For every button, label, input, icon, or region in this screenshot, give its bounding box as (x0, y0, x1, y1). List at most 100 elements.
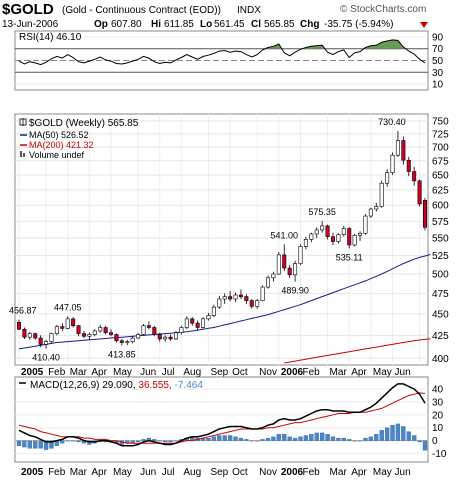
macd-histogram-bar (390, 425, 395, 441)
macd-histogram-bar (227, 435, 233, 441)
macd-legend-text: MACD(12,26,9) 29.090, 36.555, -7.464 (30, 380, 203, 391)
candle-body (255, 300, 260, 307)
macd-histogram-bar (206, 437, 211, 441)
macd-histogram-bar (303, 435, 309, 441)
candle-body (358, 232, 363, 236)
macd-histogram-bar (292, 437, 298, 441)
price-legend: $GOLD (Weekly) 565.85 MA(50) 526.52 MA(2… (19, 118, 139, 160)
x-axis-label-upper: Feb (302, 367, 320, 378)
x-axis-label-upper: Mar (330, 367, 348, 378)
macd-histogram-bar (238, 437, 244, 441)
candle-body (92, 330, 97, 335)
candle-body (76, 325, 81, 334)
x-axis-label-lower: 2006 (281, 467, 304, 478)
candle-body (330, 236, 335, 242)
candle-body (363, 215, 368, 234)
macd-histogram-bar (412, 435, 417, 441)
price-tick-label: 725 (432, 129, 449, 140)
macd-histogram-bar (265, 437, 271, 441)
macd-histogram-bar (287, 436, 292, 441)
price-annotation: 730.40 (378, 117, 406, 127)
candle-body (303, 239, 308, 247)
macd-histogram-bar (314, 432, 319, 441)
candle-body (217, 298, 222, 308)
macd-histogram-bar (141, 439, 146, 441)
rsi-overbought-fill (302, 45, 325, 49)
x-axis-label-lower: Jun (140, 467, 156, 478)
x-axis-label-upper: Jun (395, 367, 411, 378)
macd-histogram-bar (422, 440, 428, 451)
candle-body (368, 208, 373, 217)
macd-histogram-bar (173, 440, 179, 442)
macd-line (18, 383, 426, 447)
signal-value: 36.555, (138, 380, 171, 391)
candle-body (157, 334, 162, 340)
symbol-title: $GOLD (2, 1, 54, 18)
candle-body (22, 328, 27, 338)
macd-histogram-bar (244, 439, 249, 441)
price-annotation: 456.87 (9, 306, 37, 316)
macd-tick-label: -10 (432, 449, 447, 460)
candle-body (146, 325, 151, 328)
x-axis-upper: 2005 Feb Mar Apr May Jun Jul Aug Sep Oct Nov 2006 Fe… (21, 367, 411, 378)
macd-histogram-bar (395, 423, 401, 441)
price-annotation: 489.90 (281, 286, 309, 296)
candle-body (320, 225, 325, 231)
candle-body (276, 254, 281, 275)
price-tick-label: 675 (432, 156, 449, 167)
macd-histogram-bar (157, 440, 162, 442)
rsi-tick-label: 50 (432, 56, 444, 67)
candle-body (238, 294, 243, 297)
macd-histogram-bar (222, 435, 227, 441)
macd-histogram-bar (271, 436, 276, 441)
price-frame (14, 113, 429, 366)
rsi-tick-label: 90 (432, 32, 444, 43)
x-axis-label-upper: Aug (183, 367, 201, 378)
low-label: Lo (200, 19, 212, 30)
macd-frame (14, 376, 429, 463)
price-annotation: 413.85 (108, 349, 136, 359)
price-legend-title: $GOLD (Weekly) 565.85 (29, 118, 139, 129)
candle-body (293, 263, 298, 276)
candle-body (103, 327, 108, 334)
macd-panel: MACD(12,26,9) 29.090, 36.555, -7.464 403… (14, 376, 447, 463)
rsi-tick-label: 70 (432, 44, 444, 55)
candle-body (60, 326, 65, 329)
close-label: Cl (251, 19, 261, 30)
candle-body (233, 294, 238, 300)
ma200-legend-label: MA(200) 421.32 (29, 140, 94, 150)
candle-body (347, 228, 352, 246)
macd-tick-label: 30 (432, 397, 444, 408)
candle-body (179, 327, 184, 334)
candle-body (314, 229, 319, 235)
candle-body (54, 326, 59, 334)
price-annotation: 447.05 (54, 302, 82, 312)
candle-body (228, 296, 233, 300)
candle-body (141, 325, 146, 335)
candle-body (244, 296, 249, 301)
price-tick-label: 550 (432, 234, 449, 245)
candle-body (390, 154, 395, 173)
macd-histogram-bar (76, 440, 81, 443)
macd-histogram-bar (406, 431, 411, 441)
candle-body (336, 234, 341, 242)
macd-histogram-bar (336, 437, 341, 441)
price-tick-label: 425 (432, 331, 449, 342)
candle-body (201, 318, 206, 328)
price-annotation: 541.00 (270, 230, 298, 240)
macd-tick-label: 10 (432, 423, 444, 434)
x-axis-label-lower: Apr (351, 467, 367, 478)
candle-body (44, 341, 49, 345)
candle-body (81, 333, 86, 337)
ma50-line (18, 254, 431, 350)
candle-body (195, 322, 200, 328)
candle-body (298, 246, 303, 264)
macd-histogram-bar (417, 440, 422, 443)
macd-histogram-bar (276, 434, 281, 441)
candle-body (412, 171, 417, 182)
macd-histogram-bar (298, 436, 303, 441)
candle-body (114, 334, 119, 342)
macd-histogram-bar (384, 427, 390, 441)
high-label: Hi (151, 19, 161, 30)
